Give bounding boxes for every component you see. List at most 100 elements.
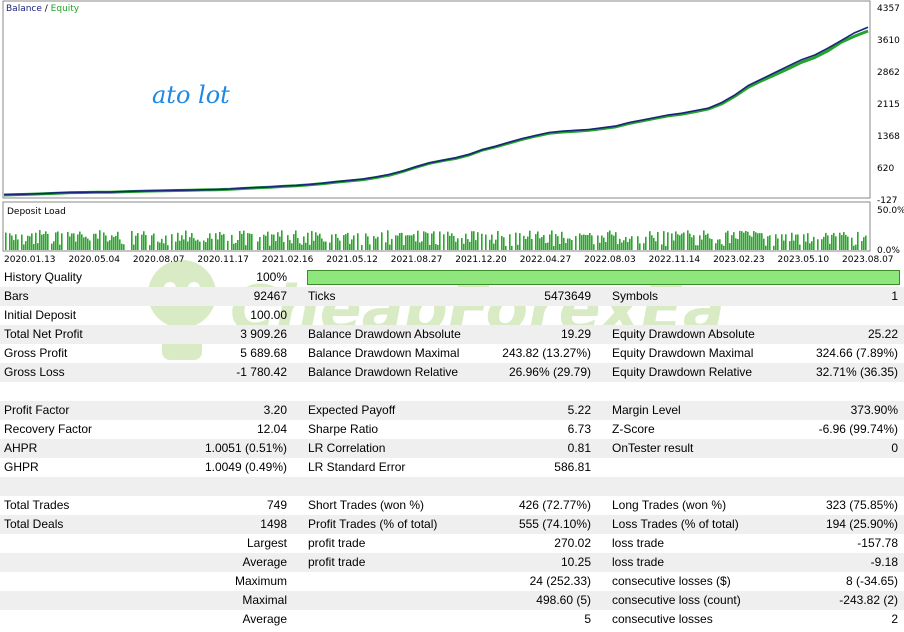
deposit-load-bar: [515, 232, 517, 250]
deposit-load-bar: [761, 233, 763, 250]
deposit-load-bar: [719, 239, 721, 250]
deposit-load-bar: [267, 231, 269, 250]
deposit-load-bar: [305, 242, 307, 250]
deposit-load-bar: [491, 234, 493, 250]
deposit-load-bar: [289, 240, 291, 250]
metric-label: Recovery Factor: [4, 422, 93, 436]
deposit-load-bar: [477, 232, 479, 250]
deposit-load-bar: [747, 231, 749, 250]
deposit-load-bar: [789, 241, 791, 250]
deposit-load-bar: [645, 236, 647, 250]
deposit-load-bar: [723, 245, 725, 250]
x-tick-label: 2021.02.16: [262, 255, 314, 265]
metric-label: Gross Profit: [4, 346, 68, 360]
deposit-load-bar: [47, 233, 49, 250]
deposit-load-bar: [405, 235, 407, 250]
deposit-load-bar: [319, 233, 321, 250]
deposit-load-bar: [803, 234, 805, 250]
deposit-load-bar: [407, 235, 409, 250]
deposit-load-bar: [157, 241, 159, 250]
deposit-load-bar: [123, 244, 125, 250]
deposit-load-bar: [727, 230, 729, 250]
deposit-load-bar: [763, 238, 765, 250]
deposit-load-bar: [609, 230, 611, 250]
metric-value: 1.0049 (0.49%): [204, 460, 287, 474]
deposit-load-bar: [219, 231, 221, 250]
y-tick-label: 620: [877, 164, 894, 174]
metric-label: Balance Drawdown Relative: [308, 365, 459, 379]
deposit-load-bar: [721, 244, 723, 250]
metric-value: 26.96% (29.79): [508, 365, 591, 379]
report-row: Maximal 498.60 (5) consecutive loss (count…: [0, 591, 904, 610]
deposit-load-bar: [777, 238, 779, 250]
x-tick-label: 2020.05.04: [68, 255, 120, 265]
deposit-load-bar: [699, 235, 701, 250]
deposit-load-bar: [695, 245, 697, 250]
deposit-load-bar: [693, 235, 695, 250]
deposit-load-bar: [301, 244, 303, 250]
deposit-load-bar: [357, 233, 359, 250]
report-row: AHPR 1.0051 (0.51%) LR Correlation 0.81 OnTe…: [0, 439, 904, 458]
deposit-load-bar: [599, 242, 601, 250]
deposit-load-bar: [375, 238, 377, 250]
deposit-load-bar: [237, 240, 239, 250]
deposit-load-bar: [729, 243, 731, 250]
deposit-load-bar: [143, 231, 145, 250]
deposit-load-bar: [279, 236, 281, 250]
deposit-load-bar: [199, 241, 201, 250]
deposit-load-bar: [9, 233, 11, 250]
x-tick-label: 2023.02.23: [713, 255, 765, 265]
deposit-load-bar: [171, 234, 173, 250]
deposit-load-bar: [191, 233, 193, 250]
deposit-load-bar: [797, 234, 799, 250]
deposit-load-bar: [453, 235, 455, 250]
deposit-load-bar: [653, 237, 655, 250]
deposit-load-bar: [79, 231, 81, 250]
deposit-load-bar: [631, 236, 633, 250]
metric-value: 323 (75.85%): [825, 498, 898, 512]
deposit-load-bar: [151, 235, 153, 250]
strategy-report-table: History Quality 100% Bars 92467 Ticks 54736…: [0, 268, 904, 632]
deposit-load-bar: [243, 230, 245, 250]
metric-value: 5473649: [544, 289, 591, 303]
deposit-load-bar: [475, 240, 477, 250]
metric-value: -1 780.42: [236, 365, 287, 379]
deposit-load-bar: [605, 241, 607, 250]
deposit-load-bar: [583, 234, 585, 250]
deposit-load-bar: [731, 235, 733, 250]
deposit-load-bar: [527, 236, 529, 250]
balance-equity-chart-panel: Balance / Equity ato lot 4357 3610 2862 211…: [0, 0, 904, 268]
deposit-load-bar: [23, 244, 25, 250]
report-row: Recovery Factor 12.04 Sharpe Ratio 6.73 Z-Sc…: [0, 420, 904, 439]
metric-value: 5 689.68: [240, 346, 287, 360]
metric-value: [700, 382, 898, 401]
deposit-load-bar: [309, 244, 311, 250]
metric-value: [160, 382, 287, 401]
deposit-load-bar: [71, 233, 73, 250]
metric-label: Symbols: [612, 289, 659, 303]
deposit-load-bar: [509, 234, 511, 250]
deposit-load-bar: [161, 238, 163, 250]
deposit-load-bar: [493, 243, 495, 250]
deposit-load-bar: [21, 234, 23, 250]
report-row: Gross Profit 5 689.68 Balance Drawdown Max…: [0, 344, 904, 363]
deposit-load-bar: [643, 243, 645, 250]
metric-sublabel: Maximal: [242, 593, 287, 607]
metric-value: 32.71% (36.35): [815, 365, 898, 379]
deposit-load-bar: [227, 240, 229, 250]
metric-label: Loss Trades (% of total): [612, 517, 739, 531]
deposit-load-bar: [317, 235, 319, 250]
deposit-load-bar: [241, 233, 243, 250]
metric-label: AHPR: [4, 441, 38, 455]
deposit-load-bar: [39, 230, 41, 250]
deposit-load-bar: [373, 236, 375, 250]
deposit-load-bar: [269, 245, 271, 250]
deposit-load-bar: [853, 245, 855, 250]
deposit-load-bar: [315, 232, 317, 250]
deposit-load-bar: [263, 234, 265, 250]
x-tick-label: 2020.01.13: [4, 255, 56, 265]
deposit-load-bar: [251, 234, 253, 250]
metric-label: Profit Factor: [4, 403, 70, 417]
deposit-load-bar: [671, 233, 673, 250]
deposit-load-bar: [299, 243, 301, 250]
